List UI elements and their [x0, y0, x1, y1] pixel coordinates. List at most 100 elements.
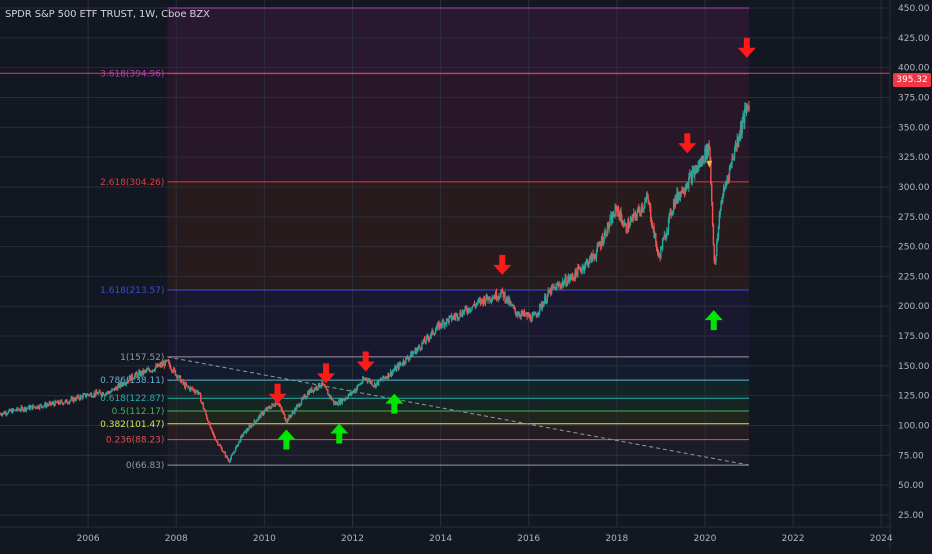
candle-body	[666, 230, 668, 237]
candle-body	[667, 218, 670, 231]
candle-body	[193, 389, 195, 392]
candle-body	[301, 398, 304, 400]
candle-body	[626, 231, 628, 233]
candle-body	[68, 401, 71, 404]
candle-body	[62, 403, 65, 405]
marker-icon	[706, 160, 713, 168]
candle-body	[60, 400, 62, 402]
candle-body	[147, 368, 149, 370]
candle-body	[354, 389, 356, 393]
candle-body	[442, 320, 444, 322]
candle-body	[696, 165, 699, 170]
candle-body	[633, 212, 636, 214]
candle-body	[70, 398, 72, 401]
candle-body	[539, 304, 542, 305]
candle-body	[517, 314, 520, 316]
candle-body	[372, 385, 374, 387]
candle-body	[585, 261, 588, 263]
candle-body	[492, 298, 494, 299]
candle-body	[621, 218, 623, 225]
candle-body	[280, 406, 283, 410]
candle-body	[159, 363, 161, 366]
candle-body	[30, 405, 33, 407]
candle-body	[530, 320, 532, 322]
candle-body	[146, 369, 149, 371]
candle-body	[451, 318, 454, 320]
fib-zone	[167, 181, 750, 291]
candle-body	[105, 393, 107, 395]
candle-body	[702, 156, 704, 163]
candle-body	[748, 105, 750, 111]
candle-body	[558, 284, 560, 286]
candle-body	[234, 447, 237, 452]
candle-body	[314, 388, 316, 390]
candle-body	[737, 138, 739, 144]
candle-body	[401, 364, 404, 366]
candle-body	[538, 312, 540, 315]
candle-body	[361, 382, 363, 384]
candle-body	[398, 363, 400, 369]
fib-level-label: 1(157.52)	[120, 353, 164, 363]
candle-body	[616, 209, 619, 213]
candle-body	[546, 294, 549, 301]
candle-body	[363, 378, 366, 380]
candle-body	[102, 392, 105, 396]
candle-body	[644, 200, 647, 203]
candle-body	[327, 390, 329, 395]
candle-body	[496, 298, 499, 300]
candle-body	[249, 425, 251, 427]
candle-body	[544, 296, 546, 303]
candle-body	[29, 406, 32, 410]
candle-body	[333, 400, 335, 404]
candle-body	[123, 382, 125, 385]
candle-body	[744, 107, 746, 123]
candle-body	[72, 397, 74, 402]
candle-body	[368, 379, 371, 381]
candle-body	[71, 397, 73, 399]
candle-body	[694, 169, 696, 176]
candle-body	[678, 195, 681, 199]
candle-body	[351, 392, 354, 394]
candle-body	[160, 363, 162, 367]
candle-body	[176, 374, 178, 379]
candle-body	[597, 244, 599, 245]
candle-body	[50, 403, 53, 405]
candle-body	[418, 345, 421, 348]
candle-body	[242, 434, 244, 437]
price-axis-label: 350.00	[898, 123, 930, 133]
candle-body	[95, 391, 98, 394]
candle-body	[23, 409, 25, 411]
candle-body	[333, 402, 336, 404]
arrow-shape	[277, 429, 296, 450]
candle-body	[271, 404, 273, 407]
candle-body	[489, 300, 492, 302]
candle-body	[650, 207, 652, 220]
candle-body	[19, 410, 22, 412]
candle-body	[350, 391, 353, 394]
candle-body	[675, 195, 677, 201]
candle-body	[624, 223, 627, 225]
price-axis-label: 75.00	[898, 451, 924, 461]
candle-body	[428, 337, 431, 340]
candle-body	[595, 251, 598, 258]
candle-body	[531, 315, 533, 322]
candle-body	[61, 400, 63, 403]
up-arrow-icon	[704, 310, 723, 331]
candle-body	[328, 394, 331, 398]
candle-body	[577, 267, 579, 277]
candle-body	[331, 399, 333, 401]
candle-body	[245, 430, 247, 433]
candle-body	[676, 191, 678, 201]
candle-body	[704, 148, 706, 162]
candle-body	[593, 256, 595, 257]
candle-body	[168, 361, 171, 366]
candle-body	[287, 418, 289, 421]
candle-body	[389, 371, 392, 376]
candle-body	[716, 236, 719, 242]
candle-body	[569, 277, 571, 281]
candle-body	[336, 402, 338, 405]
candle-body	[697, 166, 699, 170]
candle-body	[300, 398, 303, 404]
